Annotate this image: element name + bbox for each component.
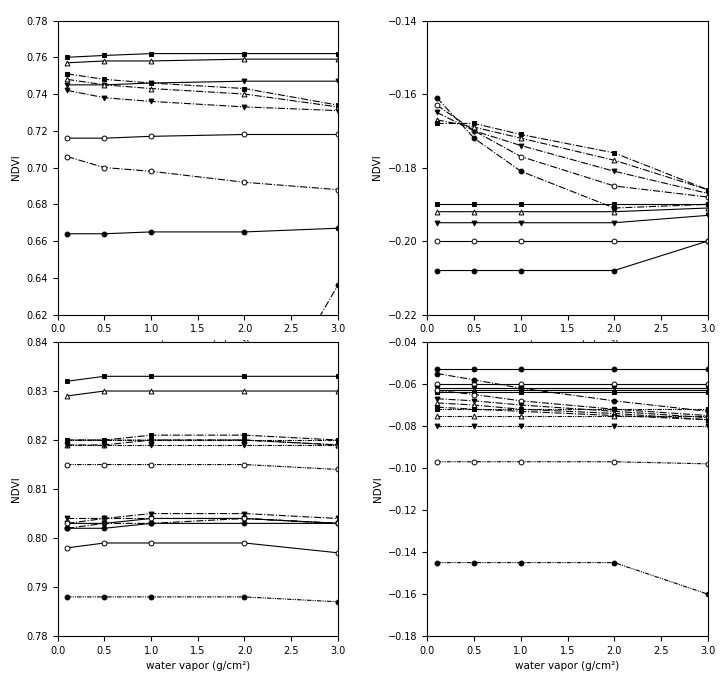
X-axis label: water vapor (g/cm²): water vapor (g/cm²) (516, 340, 619, 350)
Legend: L8, VIS=10km, L8, VIS=20km, L8, VIS=30km, L8, VIS=40km, L8, VIS=50km, L7, VIS=10: L8, VIS=10km, L8, VIS=20km, L8, VIS=30km… (477, 408, 658, 471)
Y-axis label: NDVI: NDVI (373, 476, 383, 502)
Text: (a): (a) (189, 380, 206, 393)
Y-axis label: NDVI: NDVI (11, 155, 21, 181)
Legend: L8, VIS=10km, L8, VIS=20km, L8, VIS=30km, L8, VIS=40km, L8, VIS=50km, L7, VIS=10: L8, VIS=10km, L8, VIS=20km, L8, VIS=30km… (107, 408, 289, 471)
Y-axis label: NDVI: NDVI (373, 155, 383, 181)
Y-axis label: NDVI: NDVI (11, 476, 21, 502)
X-axis label: water vapor (g/cm²): water vapor (g/cm²) (146, 340, 250, 350)
X-axis label: water vapor (g/cm²): water vapor (g/cm²) (516, 661, 619, 672)
Text: (b): (b) (559, 380, 576, 393)
X-axis label: water vapor (g/cm²): water vapor (g/cm²) (146, 661, 250, 672)
